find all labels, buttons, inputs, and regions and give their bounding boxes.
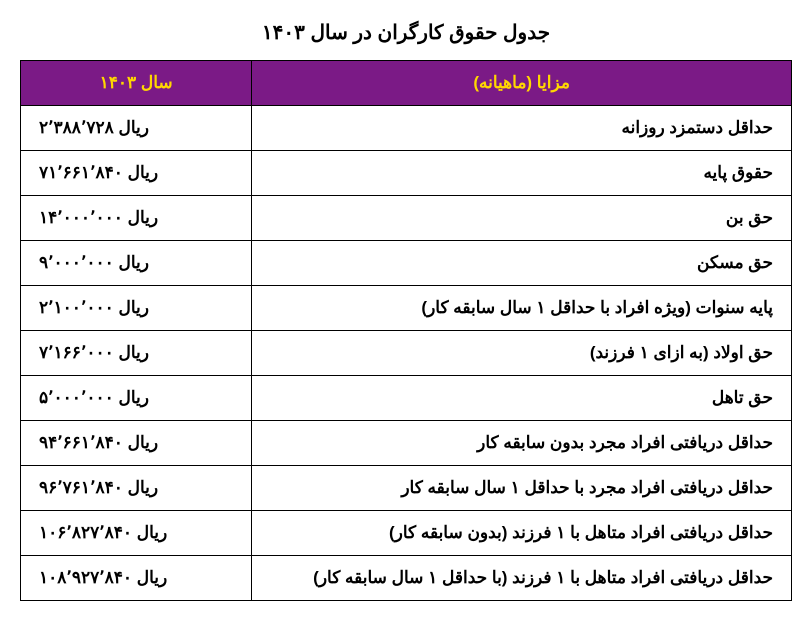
table-row: حداقل دریافتی افراد متاهل با ۱ فرزند (با…	[21, 556, 792, 601]
salary-table: مزایا (ماهیانه) سال ۱۴۰۳ حداقل دستمزد رو…	[20, 60, 792, 601]
row-label: حداقل دریافتی افراد متاهل با ۱ فرزند (بد…	[252, 511, 792, 556]
row-label: حق مسکن	[252, 241, 792, 286]
table-header-row: مزایا (ماهیانه) سال ۱۴۰۳	[21, 61, 792, 106]
row-label: حداقل دریافتی افراد متاهل با ۱ فرزند (با…	[252, 556, 792, 601]
row-value: ۷۱٬۶۶۱٬۸۴۰ ریال	[21, 151, 252, 196]
row-value: ۲٬۱۰۰٬۰۰۰ ریال	[21, 286, 252, 331]
row-label: حق تاهل	[252, 376, 792, 421]
row-value: ۵٬۰۰۰٬۰۰۰ ریال	[21, 376, 252, 421]
row-value: ۹۴٬۶۶۱٬۸۴۰ ریال	[21, 421, 252, 466]
table-row: حداقل دستمزد روزانه ۲٬۳۸۸٬۷۲۸ ریال	[21, 106, 792, 151]
table-row: حق بن ۱۴٬۰۰۰٬۰۰۰ ریال	[21, 196, 792, 241]
table-row: حقوق پایه ۷۱٬۶۶۱٬۸۴۰ ریال	[21, 151, 792, 196]
row-label: حقوق پایه	[252, 151, 792, 196]
row-label: حق بن	[252, 196, 792, 241]
table-row: حق اولاد (به ازای ۱ فرزند) ۷٬۱۶۶٬۰۰۰ ریا…	[21, 331, 792, 376]
row-label: پایه سنوات (ویژه افراد با حداقل ۱ سال سا…	[252, 286, 792, 331]
table-row: حداقل دریافتی افراد متاهل با ۱ فرزند (بد…	[21, 511, 792, 556]
table-body: حداقل دستمزد روزانه ۲٬۳۸۸٬۷۲۸ ریال حقوق …	[21, 106, 792, 601]
row-value: ۹۶٬۷۶۱٬۸۴۰ ریال	[21, 466, 252, 511]
header-value: سال ۱۴۰۳	[21, 61, 252, 106]
row-value: ۱۰۸٬۹۲۷٬۸۴۰ ریال	[21, 556, 252, 601]
table-row: پایه سنوات (ویژه افراد با حداقل ۱ سال سا…	[21, 286, 792, 331]
row-value: ۱۴٬۰۰۰٬۰۰۰ ریال	[21, 196, 252, 241]
salary-table-container: جدول حقوق کارگران در سال ۱۴۰۳ مزایا (ماه…	[20, 20, 792, 601]
row-label: حداقل دریافتی افراد مجرد با حداقل ۱ سال …	[252, 466, 792, 511]
table-title: جدول حقوق کارگران در سال ۱۴۰۳	[20, 20, 792, 45]
table-row: حق مسکن ۹٬۰۰۰٬۰۰۰ ریال	[21, 241, 792, 286]
row-label: حداقل دریافتی افراد مجرد بدون سابقه کار	[252, 421, 792, 466]
row-value: ۹٬۰۰۰٬۰۰۰ ریال	[21, 241, 252, 286]
table-row: حق تاهل ۵٬۰۰۰٬۰۰۰ ریال	[21, 376, 792, 421]
row-label: حق اولاد (به ازای ۱ فرزند)	[252, 331, 792, 376]
row-label: حداقل دستمزد روزانه	[252, 106, 792, 151]
table-row: حداقل دریافتی افراد مجرد با حداقل ۱ سال …	[21, 466, 792, 511]
row-value: ۷٬۱۶۶٬۰۰۰ ریال	[21, 331, 252, 376]
table-row: حداقل دریافتی افراد مجرد بدون سابقه کار …	[21, 421, 792, 466]
row-value: ۱۰۶٬۸۲۷٬۸۴۰ ریال	[21, 511, 252, 556]
row-value: ۲٬۳۸۸٬۷۲۸ ریال	[21, 106, 252, 151]
header-label: مزایا (ماهیانه)	[252, 61, 792, 106]
